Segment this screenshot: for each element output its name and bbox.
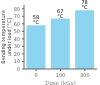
svg-text:40: 40: [14, 36, 20, 42]
svg-text:300: 300: [80, 72, 90, 78]
svg-text:20: 20: [14, 51, 20, 57]
svg-text:Bending temperatureunder load: Bending temperatureunder load [°C]: [8, 10, 12, 64]
svg-text:60: 60: [14, 21, 20, 27]
svg-text:58°C: 58°C: [33, 14, 40, 25]
svg-text:10: 10: [14, 58, 20, 64]
svg-text:70: 70: [14, 13, 20, 19]
svg-text:67°C: 67°C: [57, 8, 64, 19]
svg-text:30: 30: [14, 43, 20, 49]
svg-text:78°C: 78°C: [81, 0, 88, 10]
svg-text:0: 0: [35, 72, 38, 78]
svg-text:100: 100: [56, 72, 66, 78]
svg-text:Dose (kGy): Dose (kGy): [45, 80, 76, 85]
html-text:Bending temperature: Bending temperature: [0, 10, 6, 64]
svg-text:0: 0: [17, 66, 20, 72]
svg-text:50: 50: [14, 28, 20, 34]
svg-text:80: 80: [14, 6, 20, 12]
